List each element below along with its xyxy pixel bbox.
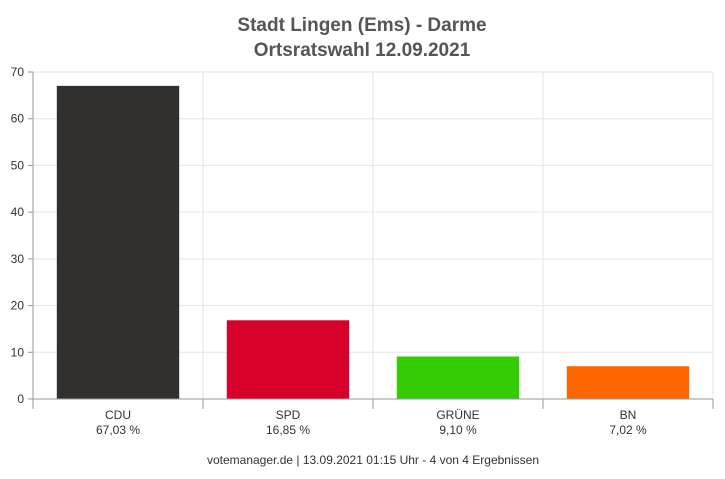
- x-value-label: 7,02 %: [609, 423, 647, 437]
- chart-title: Stadt Lingen (Ems) - Darme: [237, 15, 486, 36]
- bar-layer: [56, 85, 690, 399]
- x-value-label: 16,85 %: [266, 423, 310, 437]
- y-tick-label: 70: [11, 65, 25, 79]
- x-category-label: CDU: [105, 408, 131, 422]
- bar-spd[interactable]: [226, 320, 350, 399]
- x-value-label: 9,10 %: [439, 423, 477, 437]
- x-category-label: BN: [620, 408, 637, 422]
- y-tick-label: 60: [11, 112, 25, 126]
- y-tick-label: 50: [11, 158, 25, 172]
- y-tick-label: 30: [11, 252, 25, 266]
- chart-subtitle: Ortsratswahl 12.09.2021: [254, 40, 471, 61]
- y-tick-label: 10: [11, 345, 25, 359]
- x-value-label: 67,03 %: [96, 423, 140, 437]
- bar-grüne[interactable]: [396, 356, 520, 399]
- y-tick-label: 20: [11, 299, 25, 313]
- footer-source: votemanager.de | 13.09.2021 01:15 Uhr - …: [207, 453, 539, 467]
- y-tick-label: 0: [17, 392, 24, 406]
- x-category-label: SPD: [276, 408, 301, 422]
- x-category-label: GRÜNE: [436, 408, 479, 422]
- bar-cdu[interactable]: [56, 85, 180, 399]
- bar-bn[interactable]: [566, 366, 690, 399]
- y-tick-label: 40: [11, 205, 25, 219]
